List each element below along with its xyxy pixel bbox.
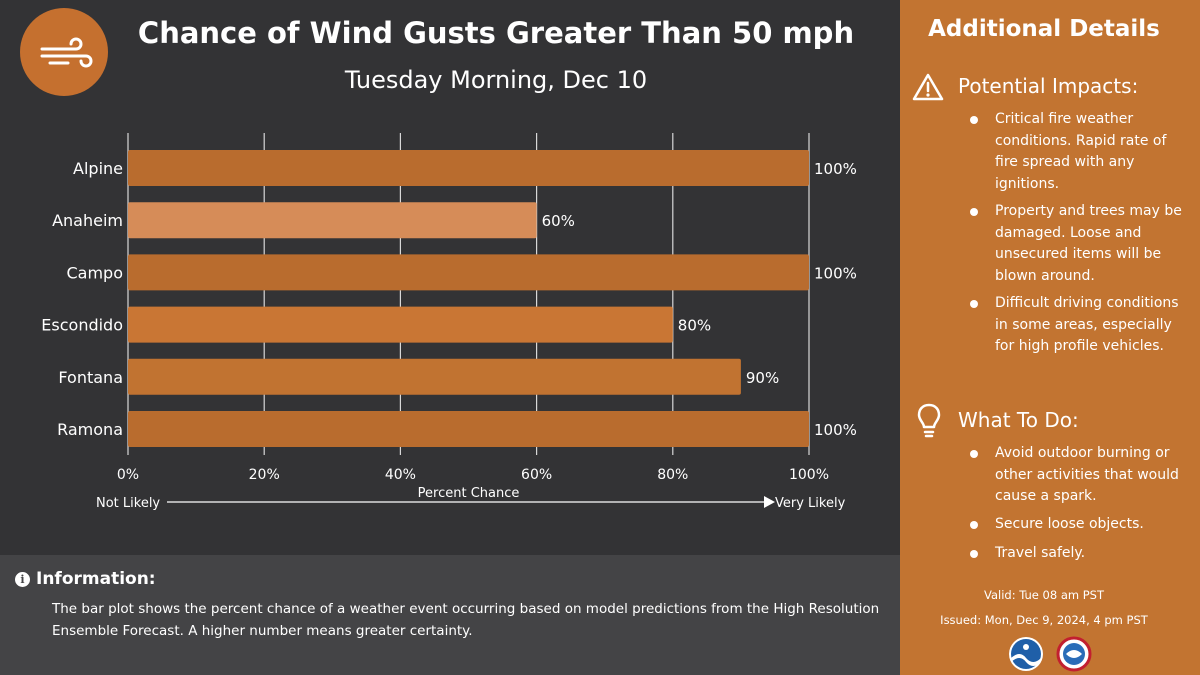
impact-item: Property and trees may be damaged. Loose… bbox=[995, 203, 1182, 284]
bullet-icon bbox=[970, 550, 978, 558]
scale-left-label: Not Likely bbox=[96, 496, 160, 511]
impact-item: Difficult driving conditions in some are… bbox=[995, 295, 1179, 354]
category-label: Escondido bbox=[41, 316, 123, 335]
bullet-icon bbox=[970, 521, 978, 529]
x-tick-label: 0% bbox=[117, 467, 139, 483]
value-label: 90% bbox=[746, 369, 779, 387]
bars bbox=[128, 150, 809, 447]
x-axis-label: Percent Chance bbox=[418, 486, 520, 501]
information-panel bbox=[0, 555, 900, 675]
lightbulb-icon bbox=[917, 403, 941, 438]
bullet-icon bbox=[970, 116, 978, 124]
warning-icon bbox=[912, 73, 944, 101]
bar-chart: 0% 20% 40% 60% 80% 100% Alpine 100% Anaheim 60% Ca… bbox=[41, 133, 857, 511]
bar bbox=[128, 254, 809, 291]
bullet-icon bbox=[970, 450, 978, 458]
x-tick-label: 80% bbox=[657, 467, 688, 483]
info-icon: i bbox=[15, 572, 30, 587]
todo-item: Travel safely. bbox=[995, 545, 1086, 561]
chart-labels: 0% 20% 40% 60% 80% 100% Alpine 100% Anaheim 60% Ca… bbox=[41, 159, 857, 511]
chart-title: Chance of Wind Gusts Greater Than 50 mph bbox=[137, 16, 855, 50]
chart-subtitle: Tuesday Morning, Dec 10 bbox=[344, 66, 648, 94]
category-label: Ramona bbox=[57, 420, 123, 439]
information-title: Information: bbox=[36, 569, 156, 589]
bar bbox=[128, 411, 809, 447]
x-tick-label: 100% bbox=[789, 467, 829, 483]
wind-icon bbox=[20, 8, 108, 96]
impacts-title: Potential Impacts: bbox=[958, 74, 1139, 98]
bar bbox=[128, 358, 741, 395]
gridlines bbox=[127, 133, 810, 455]
bar bbox=[128, 202, 537, 239]
noaa-logo bbox=[1009, 637, 1043, 671]
information-text: The bar plot shows the percent chance of… bbox=[52, 601, 880, 639]
bar bbox=[128, 306, 673, 343]
value-label: 100% bbox=[814, 264, 857, 282]
bar bbox=[128, 150, 809, 186]
todo-item: Avoid outdoor burning or other activitie… bbox=[995, 445, 1179, 504]
nws-logo bbox=[1056, 636, 1092, 672]
value-label: 80% bbox=[678, 317, 711, 335]
issued-time: Issued: Mon, Dec 9, 2024, 4 pm PST bbox=[940, 613, 1148, 627]
bullet-icon bbox=[970, 208, 978, 216]
category-label: Campo bbox=[66, 263, 123, 282]
agency-logos bbox=[1009, 636, 1092, 672]
value-label: 60% bbox=[542, 212, 575, 230]
x-tick-label: 20% bbox=[249, 467, 280, 483]
category-label: Alpine bbox=[73, 159, 123, 178]
x-tick-label: 60% bbox=[521, 467, 552, 483]
details-sidebar: Additional Details Potential Impacts: Cr… bbox=[900, 0, 1200, 675]
sidebar-title: Additional Details bbox=[928, 16, 1160, 42]
bullet-icon bbox=[970, 300, 978, 308]
category-label: Fontana bbox=[58, 368, 123, 387]
todo-item: Secure loose objects. bbox=[995, 516, 1144, 532]
value-label: 100% bbox=[814, 421, 857, 439]
chart-panel: Chance of Wind Gusts Greater Than 50 mph… bbox=[20, 8, 857, 511]
what-to-do-title: What To Do: bbox=[958, 408, 1079, 432]
scale-arrow-head bbox=[764, 496, 775, 508]
scale-right-label: Very Likely bbox=[775, 496, 846, 511]
valid-time: Valid: Tue 08 am PST bbox=[984, 588, 1104, 602]
value-label: 100% bbox=[814, 160, 857, 178]
category-label: Anaheim bbox=[52, 211, 123, 230]
x-tick-label: 40% bbox=[385, 467, 416, 483]
impact-item: Critical fire weather conditions. Rapid … bbox=[995, 111, 1167, 192]
